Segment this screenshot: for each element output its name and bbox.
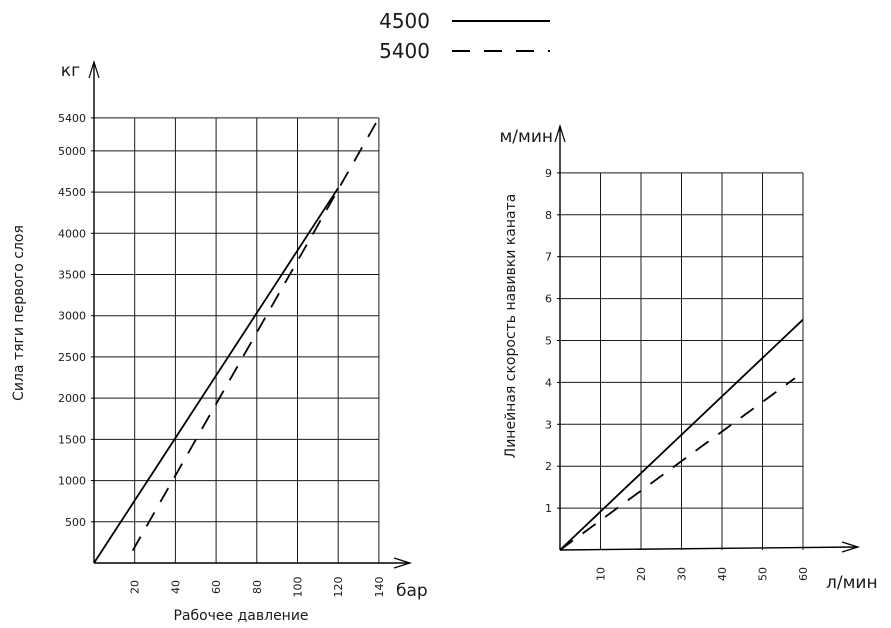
x-tick-label: 40 — [169, 580, 182, 594]
x-tick-label: 20 — [129, 580, 142, 594]
grid — [94, 117, 380, 563]
x-axis-arrow — [841, 541, 861, 553]
chart-speed-flow: 1 2 3 4 5 6 7 8 9 10 20 30 40 50 60 м/мин л/мин Линейн… — [499, 123, 878, 593]
y-tick-label: 2500 — [58, 351, 86, 364]
x-tick-label: 50 — [757, 567, 770, 581]
x-axis-arrow — [393, 557, 413, 569]
y-unit: кг — [61, 61, 80, 81]
y-tick-label: 3 — [545, 418, 552, 431]
x-tick-label: 80 — [251, 580, 264, 594]
y-tick-label: 500 — [65, 516, 86, 529]
y-axis-arrow — [88, 59, 100, 79]
y-tick-label: 5400 — [58, 112, 86, 125]
y-tick-label: 2000 — [58, 392, 86, 405]
y-tick-label: 3500 — [58, 268, 86, 281]
x-unit: л/мин — [826, 573, 878, 593]
y-tick-label: 5000 — [58, 145, 86, 158]
legend-label-4500: 4500 — [379, 9, 430, 33]
legend: 4500 5400 — [379, 9, 550, 63]
y-axis-label: Линейная скорость навивки каната — [503, 194, 519, 459]
axes — [88, 59, 413, 569]
y-tick-label: 6 — [545, 293, 552, 306]
tick-labels: 1 2 3 4 5 6 7 8 9 10 20 30 40 50 60 — [545, 167, 810, 581]
y-tick-label: 8 — [545, 209, 552, 222]
series — [93, 117, 380, 564]
y-axis-label: Сила тяги первого слоя — [11, 225, 27, 401]
y-tick-label: 1 — [545, 502, 552, 515]
y-tick-label: 1000 — [58, 475, 86, 488]
series-line-4500 — [93, 187, 339, 564]
y-tick-label: 5 — [545, 335, 552, 348]
chart-force-pressure: 500 1000 1500 2000 2500 3000 3500 4000 4500 5000 5… — [11, 59, 428, 624]
legend-label-5400: 5400 — [379, 39, 430, 63]
x-axis-label: Рабочее давление — [173, 608, 308, 624]
y-tick-label: 9 — [545, 167, 552, 180]
y-unit: м/мин — [499, 127, 553, 147]
x-tick-label: 60 — [797, 567, 810, 581]
x-tick-label: 10 — [595, 567, 608, 581]
y-tick-label: 4000 — [58, 227, 86, 240]
x-tick-label: 20 — [635, 567, 648, 581]
y-tick-label: 2 — [545, 460, 552, 473]
series — [559, 318, 804, 551]
y-tick-label: 7 — [545, 251, 552, 264]
x-tick-label: 140 — [373, 577, 386, 598]
series-line-4500 — [559, 318, 804, 551]
tick-labels: 500 1000 1500 2000 2500 3000 3500 4000 4500 5000 5… — [58, 112, 386, 598]
y-tick-label: 3000 — [58, 310, 86, 323]
y-axis-arrow — [554, 123, 566, 143]
y-tick-label: 4500 — [58, 186, 86, 199]
series-line-5400 — [559, 377, 796, 551]
x-unit: бар — [396, 581, 428, 601]
axes — [554, 123, 861, 553]
y-tick-label: 1500 — [58, 433, 86, 446]
series-line-5400 — [131, 117, 380, 552]
x-axis — [559, 546, 859, 551]
x-tick-label: 120 — [332, 577, 345, 598]
grid — [560, 172, 804, 550]
x-tick-label: 40 — [716, 567, 729, 581]
y-tick-label: 4 — [545, 376, 552, 389]
x-tick-label: 100 — [292, 577, 305, 598]
x-tick-label: 30 — [676, 567, 689, 581]
x-tick-label: 60 — [210, 580, 223, 594]
